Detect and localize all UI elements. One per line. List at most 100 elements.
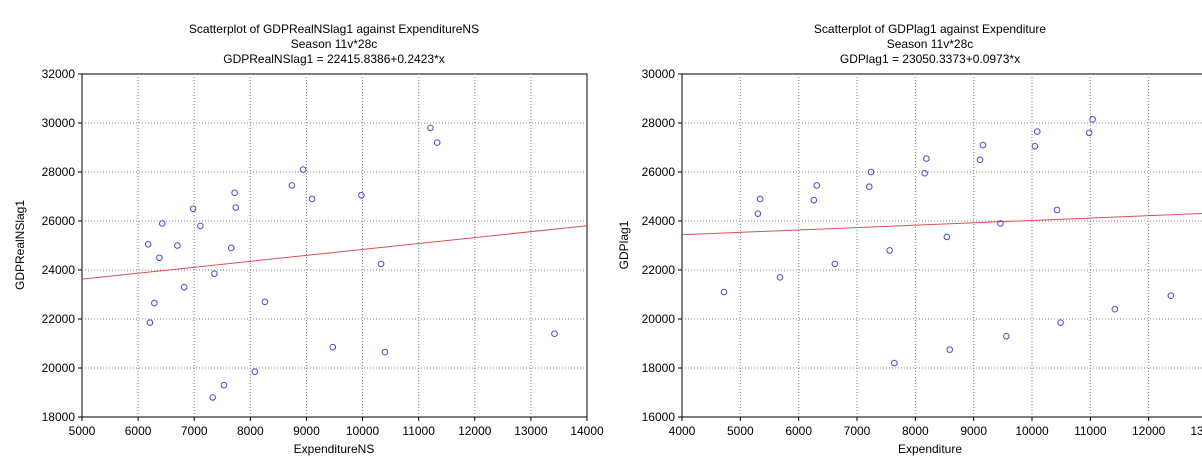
x-tick-label: 12000 [458, 424, 492, 438]
data-point [220, 381, 228, 389]
x-tick-label: 8000 [902, 424, 929, 438]
data-point [946, 346, 954, 353]
y-tick-label: 22000 [42, 312, 76, 326]
data-point [211, 270, 218, 277]
data-point [1057, 319, 1064, 326]
x-tick-label: 13000 [1190, 424, 1202, 438]
y-tick-label: 20000 [42, 361, 76, 375]
data-point [329, 343, 337, 351]
data-points [144, 124, 558, 401]
data-point [1053, 206, 1061, 214]
data-point [1003, 332, 1010, 340]
y-tick-label: 18000 [42, 410, 76, 424]
y-tick-label: 28000 [42, 165, 76, 179]
data-point [923, 155, 930, 162]
x-tick-label: 14000 [570, 424, 604, 438]
data-point [921, 169, 928, 177]
x-tick-label: 7000 [844, 424, 871, 438]
y-tick-label: 24000 [642, 214, 676, 228]
x-tick-label: 11000 [1074, 424, 1107, 438]
x-tick-label: 12000 [1132, 424, 1166, 438]
plot-area [681, 73, 1202, 418]
data-point [299, 166, 307, 173]
fit-line [681, 212, 1202, 236]
x-tick-label: 5000 [727, 424, 754, 438]
data-point [381, 348, 389, 356]
chart-subtitle: Season 11v*28c [291, 37, 378, 51]
y-axis-ticks: 16000 18000 20000 22000 24000 26000 28000 30000 [642, 67, 682, 424]
data-point [146, 319, 154, 326]
data-point [189, 205, 197, 213]
data-points [720, 116, 1175, 367]
x-axis-label: ExpenditureNS [294, 442, 375, 456]
x-axis-ticks: 4000 5000 6000 7000 8000 9000 10000 11000 12000 1… [669, 417, 1202, 438]
x-axis-label: Expenditure [898, 442, 962, 456]
scatter-chart-expenditurens: Scatterplot of GDPRealNSlag1 against Exp… [13, 22, 604, 456]
data-point [231, 189, 238, 197]
x-axis-ticks: 5000 6000 7000 8000 9000 10000 11000 12000 13000… [69, 417, 604, 438]
data-point [756, 195, 764, 203]
y-axis-label: GDPRealNSlag1 [13, 200, 27, 290]
data-point [831, 260, 839, 268]
data-point [358, 191, 365, 199]
data-point [180, 283, 188, 291]
data-point [1167, 292, 1175, 300]
y-tick-label: 30000 [42, 116, 76, 130]
data-point [1111, 305, 1119, 313]
data-point [754, 210, 762, 217]
x-tick-label: 7000 [181, 424, 208, 438]
y-tick-label: 20000 [642, 312, 676, 326]
data-point [144, 240, 152, 248]
y-tick-label: 30000 [642, 67, 676, 81]
data-point [720, 288, 728, 296]
x-tick-label: 4000 [669, 424, 696, 438]
data-point [288, 182, 296, 189]
data-point [1089, 116, 1096, 123]
y-tick-label: 22000 [642, 263, 676, 277]
data-point [1031, 142, 1039, 150]
data-point [979, 141, 987, 149]
y-tick-label: 28000 [642, 116, 676, 130]
chart-equation: GDPRealNSlag1 = 22415.8386+0.2423*x [223, 52, 445, 66]
data-point [865, 183, 873, 190]
y-axis-ticks: 18000 20000 22000 24000 26000 28000 30000 32000 [42, 67, 82, 424]
data-point [943, 233, 951, 241]
x-tick-label: 10000 [346, 424, 380, 438]
data-point [1033, 128, 1041, 135]
plot-area [81, 73, 588, 418]
x-tick-label: 9000 [293, 424, 320, 438]
chart-subtitle: Season 11v*28c [887, 37, 974, 51]
data-point [174, 242, 181, 249]
data-point [209, 394, 217, 401]
x-tick-label: 5000 [69, 424, 96, 438]
data-point [227, 244, 235, 252]
chart-title: Scatterplot of GDPRealNSlag1 against Exp… [189, 22, 479, 36]
x-tick-label: 11000 [402, 424, 435, 438]
y-tick-label: 26000 [42, 214, 76, 228]
data-point [810, 196, 818, 204]
y-tick-label: 32000 [42, 67, 76, 81]
chart-title: Scatterplot of GDPlag1 against Expenditu… [814, 22, 1046, 36]
y-axis-label: GDPlag1 [617, 220, 631, 269]
data-point [886, 247, 893, 254]
x-tick-label: 13000 [514, 424, 548, 438]
x-tick-label: 10000 [1015, 424, 1049, 438]
x-tick-label: 6000 [785, 424, 812, 438]
data-point [377, 260, 385, 268]
x-tick-label: 9000 [960, 424, 987, 438]
y-tick-label: 24000 [42, 263, 76, 277]
data-point [867, 168, 875, 176]
data-point [232, 204, 240, 211]
y-tick-label: 26000 [642, 165, 676, 179]
y-tick-label: 18000 [642, 361, 676, 375]
data-point [551, 330, 558, 338]
data-point [308, 195, 316, 203]
data-point [891, 359, 898, 367]
data-point [813, 182, 821, 189]
data-point [261, 298, 269, 306]
data-point [427, 124, 434, 132]
data-point [156, 254, 163, 262]
data-point [158, 220, 166, 227]
scatter-chart-expenditure: Scatterplot of GDPlag1 against Expenditu… [617, 22, 1202, 456]
data-point [433, 139, 441, 146]
